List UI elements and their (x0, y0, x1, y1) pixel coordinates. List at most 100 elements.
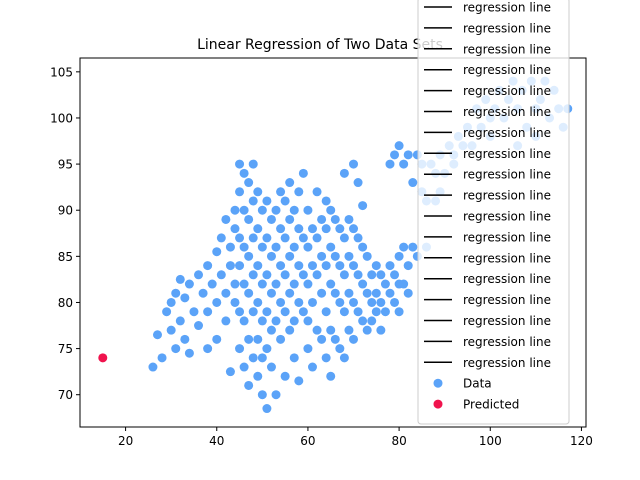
data-point (371, 261, 381, 271)
data-point (148, 362, 158, 372)
data-point (285, 288, 295, 298)
data-point (253, 261, 263, 271)
y-tick-label: 80 (58, 296, 73, 310)
data-point (262, 196, 272, 206)
data-point (280, 270, 290, 280)
data-point (367, 270, 377, 280)
data-point (339, 168, 349, 178)
data-point (248, 233, 258, 243)
legend-entry-label: regression line (463, 272, 551, 286)
data-point (367, 297, 377, 307)
data-point (344, 214, 354, 224)
legend-entry-label: regression line (463, 210, 551, 224)
data-point (358, 242, 368, 252)
data-point (280, 371, 290, 381)
data-point (317, 214, 327, 224)
data-point (358, 201, 368, 211)
data-point (362, 288, 372, 298)
data-point (344, 251, 354, 261)
data-point (353, 270, 363, 280)
data-point (330, 334, 340, 344)
data-point (376, 297, 386, 307)
data-point (321, 196, 331, 206)
data-point (166, 325, 176, 335)
data-point (239, 279, 249, 289)
legend-entry-label: regression line (463, 147, 551, 161)
data-point (349, 261, 359, 271)
data-point (339, 233, 349, 243)
data-point (244, 178, 254, 188)
data-point (294, 297, 304, 307)
data-point (303, 242, 313, 252)
data-point (212, 334, 222, 344)
data-point (244, 288, 254, 298)
legend-entry-label: regression line (463, 189, 551, 203)
data-point (289, 316, 299, 326)
data-point (280, 196, 290, 206)
x-tick-label: 20 (118, 434, 133, 448)
data-point (253, 371, 263, 381)
y-tick-label: 85 (58, 250, 73, 264)
data-point (271, 279, 281, 289)
data-point (307, 362, 317, 372)
data-point (289, 279, 299, 289)
data-point (303, 279, 313, 289)
data-point (194, 270, 204, 280)
data-point (358, 279, 368, 289)
data-point (230, 297, 240, 307)
data-point (390, 150, 400, 160)
data-point (253, 187, 263, 197)
legend-entry-label: regression line (463, 356, 551, 370)
data-point (349, 224, 359, 234)
data-point (266, 362, 276, 372)
data-point (276, 187, 286, 197)
data-point (262, 233, 272, 243)
data-point (230, 224, 240, 234)
data-point (225, 261, 235, 271)
data-point (175, 316, 185, 326)
data-point (403, 288, 413, 298)
data-point (326, 371, 336, 381)
y-tick-label: 70 (58, 388, 73, 402)
data-point (157, 353, 167, 363)
data-point (244, 380, 254, 390)
data-point (203, 307, 213, 317)
data-point (248, 196, 258, 206)
data-point (326, 325, 336, 335)
data-point (339, 270, 349, 280)
data-point (353, 178, 363, 188)
data-point (262, 344, 272, 354)
data-point (276, 334, 286, 344)
data-point (257, 316, 267, 326)
data-point (326, 242, 336, 252)
data-point (394, 307, 404, 317)
data-point (166, 297, 176, 307)
data-point (321, 224, 331, 234)
legend-entry-label: regression line (463, 105, 551, 119)
data-point (198, 288, 208, 298)
legend-entry-label: Data (463, 377, 492, 391)
legend-entry-label: regression line (463, 251, 551, 265)
data-point (230, 205, 240, 215)
data-point (403, 261, 413, 271)
data-point (385, 288, 395, 298)
data-point (362, 251, 372, 261)
legend-entry-label: regression line (463, 314, 551, 328)
legend-entry-label: regression line (463, 168, 551, 182)
data-point (262, 404, 272, 414)
data-point (266, 325, 276, 335)
data-point (349, 334, 359, 344)
data-point (399, 242, 409, 252)
data-point (248, 270, 258, 280)
predicted-point (98, 353, 108, 363)
x-tick-label: 40 (209, 434, 224, 448)
data-point (235, 187, 245, 197)
data-point (248, 353, 258, 363)
data-point (358, 316, 368, 326)
data-point (266, 251, 276, 261)
data-point (312, 187, 322, 197)
data-point (253, 297, 263, 307)
data-point (303, 344, 313, 354)
data-point (285, 178, 295, 188)
